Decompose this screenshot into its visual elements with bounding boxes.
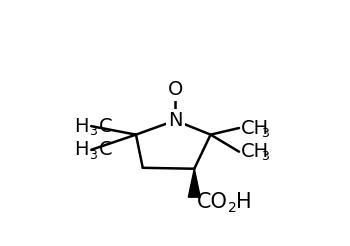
Text: C: C bbox=[99, 140, 113, 159]
Text: N: N bbox=[168, 111, 183, 130]
Text: H: H bbox=[74, 140, 89, 159]
Text: CH: CH bbox=[240, 119, 268, 138]
Text: H: H bbox=[74, 117, 89, 136]
Text: 3: 3 bbox=[261, 127, 269, 140]
Text: H: H bbox=[236, 192, 252, 212]
Text: 3: 3 bbox=[89, 149, 97, 162]
Text: C: C bbox=[99, 117, 113, 136]
Text: CO: CO bbox=[197, 192, 228, 212]
Text: 2: 2 bbox=[228, 200, 237, 215]
Text: 3: 3 bbox=[89, 125, 97, 138]
Text: O: O bbox=[168, 80, 183, 99]
Text: CH: CH bbox=[240, 142, 268, 161]
Text: 3: 3 bbox=[261, 151, 269, 164]
Polygon shape bbox=[188, 169, 200, 197]
